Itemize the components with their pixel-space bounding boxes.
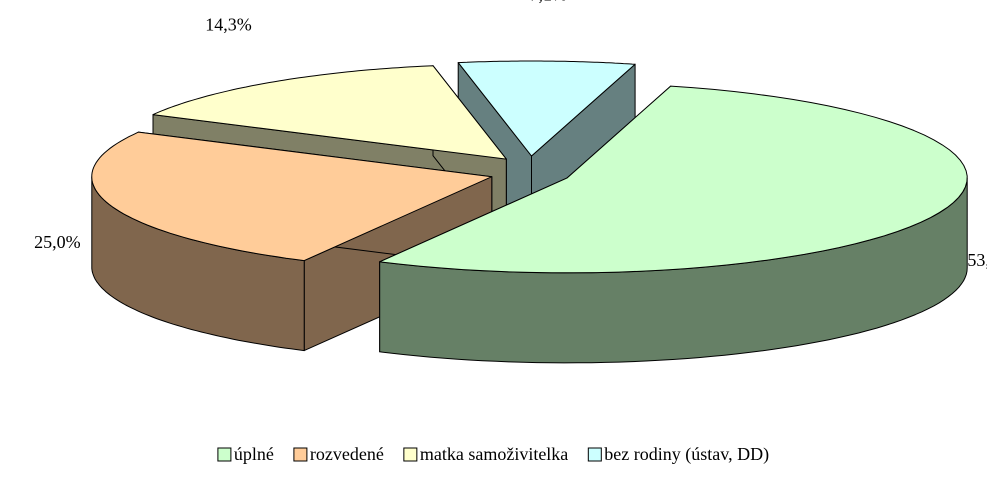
- slice-top: [152, 65, 507, 160]
- legend-label: rozvedené: [310, 444, 384, 464]
- value-label: 53,6%: [967, 250, 987, 270]
- legend-swatch: [403, 447, 418, 462]
- slice-top: [457, 60, 636, 157]
- legend-label: matka samoživitelka: [420, 444, 568, 464]
- pie-slice: [379, 85, 968, 364]
- legend-swatch: [293, 447, 308, 462]
- legend: úplné rozvedené matka samoživitelka bez rod…: [217, 444, 769, 465]
- legend-label: bez rodiny (ústav, DD): [604, 444, 769, 465]
- legend-label: úplné: [234, 444, 274, 464]
- slice-top: [379, 85, 968, 274]
- value-label: 25,0%: [34, 232, 81, 252]
- value-label: 7,1%: [529, 0, 567, 4]
- legend-swatch: [587, 447, 602, 462]
- value-label: 14,3%: [205, 14, 252, 34]
- slice-top: [91, 131, 493, 262]
- legend-swatch: [217, 447, 232, 462]
